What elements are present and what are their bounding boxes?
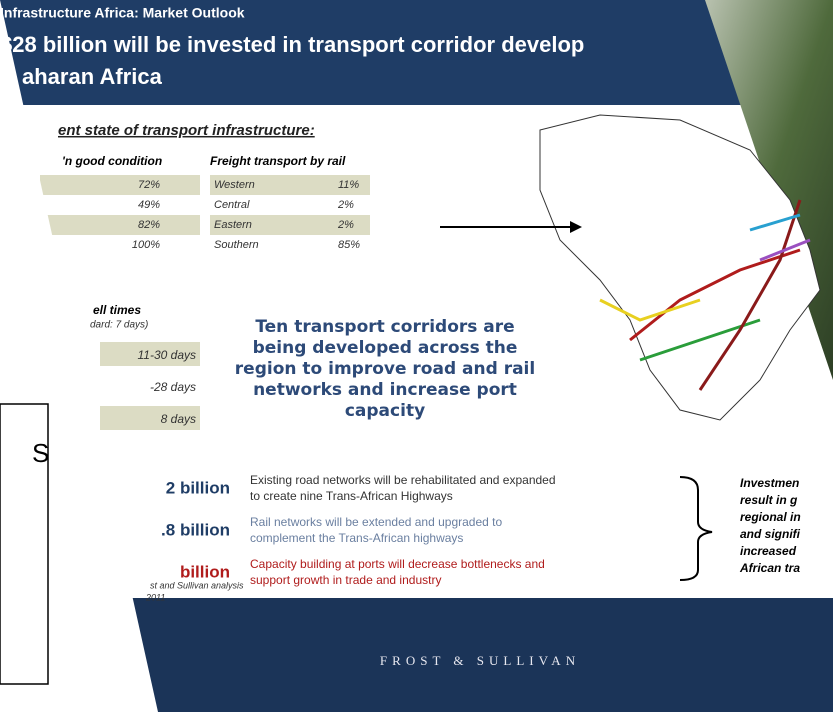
callout-line: Ten transport corridors are	[255, 317, 514, 337]
source-line: 2011	[145, 592, 165, 602]
dwell-value: 11-30 days	[138, 348, 196, 362]
conclusion-line: regional in	[740, 510, 801, 524]
investment-amount: 2 billion	[166, 478, 230, 497]
brace	[679, 476, 713, 581]
investment-text: Rail networks will be extended and upgra…	[250, 515, 502, 529]
header-band	[0, 0, 833, 105]
conclusion-line: African tra	[739, 561, 800, 575]
title-line: $28 billion will be invested in transpor…	[0, 32, 584, 57]
kicker: Infrastructure Africa: Market Outlook	[0, 5, 245, 21]
investment-text: support growth in trade and industry	[250, 573, 441, 587]
table-shading	[40, 175, 370, 430]
callout-line: networks and increase port	[253, 380, 517, 400]
corridors	[599, 199, 811, 391]
dwell-value: 8 days	[161, 412, 196, 426]
rail-share: 2%	[337, 219, 354, 231]
rail-share: 11%	[338, 179, 359, 191]
callout-line: being developed across the	[253, 338, 518, 358]
road-value: 72%	[138, 179, 160, 191]
dwell-header: ell times	[93, 303, 141, 317]
investment-text: Capacity building at ports will decrease…	[250, 557, 545, 571]
texts: Infrastructure Africa: Market Outlook $2…	[0, 5, 584, 168]
investment-amount: .8 billion	[161, 520, 230, 539]
side-box-text: S	[32, 438, 49, 468]
section-heading: ent state of transport infrastructure:	[58, 122, 315, 139]
callout-line: capacity	[345, 401, 425, 421]
rail-region: Southern	[214, 239, 259, 251]
investment-amount: billion	[180, 562, 230, 581]
investment-text: Existing road networks will be rehabilit…	[250, 473, 556, 487]
footer-brand: FROST & SULLIVAN	[380, 653, 580, 668]
rail-header: Freight transport by rail	[210, 154, 346, 168]
conclusion-line: increased	[740, 544, 797, 558]
rail-region: Eastern	[214, 219, 252, 231]
conclusion-line: and signifi	[740, 527, 801, 541]
dwell-note: dard: 7 days)	[90, 320, 148, 331]
map	[539, 114, 821, 421]
callout-line: region to improve road and rail	[235, 359, 535, 379]
investment-text: complement the Trans-African highways	[250, 531, 463, 545]
conclusion-line: Investmen	[740, 476, 799, 490]
dwell-value: -28 days	[150, 380, 196, 394]
road-value: 82%	[138, 219, 160, 231]
source-line: st and Sullivan analysis	[150, 580, 244, 590]
conclusion-line: result in g	[740, 493, 798, 507]
roads-header: 'n good condition	[62, 154, 162, 168]
side-box	[0, 403, 49, 685]
title-line: aharan Africa	[22, 64, 163, 89]
rail-share: 2%	[337, 199, 354, 211]
road-value: 100%	[132, 239, 160, 251]
rail-region: Western	[214, 179, 255, 191]
arrow-head	[570, 221, 582, 233]
rail-share: 85%	[338, 239, 360, 251]
investment-text: to create nine Trans-African Highways	[250, 489, 453, 503]
road-value: 49%	[138, 199, 160, 211]
rail-region: Central	[214, 199, 250, 211]
